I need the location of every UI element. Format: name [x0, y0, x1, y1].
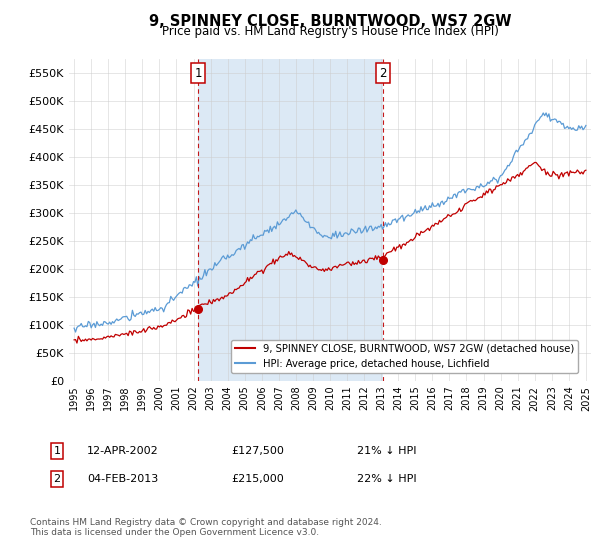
Legend: 9, SPINNEY CLOSE, BURNTWOOD, WS7 2GW (detached house), HPI: Average price, detac: 9, SPINNEY CLOSE, BURNTWOOD, WS7 2GW (de… [231, 339, 578, 372]
Text: £215,000: £215,000 [231, 474, 284, 484]
Text: 2: 2 [379, 67, 386, 80]
Text: £127,500: £127,500 [231, 446, 284, 456]
Text: 04-FEB-2013: 04-FEB-2013 [87, 474, 158, 484]
Text: 22% ↓ HPI: 22% ↓ HPI [357, 474, 416, 484]
Text: 2: 2 [53, 474, 61, 484]
Text: Contains HM Land Registry data © Crown copyright and database right 2024.
This d: Contains HM Land Registry data © Crown c… [30, 518, 382, 538]
Text: 21% ↓ HPI: 21% ↓ HPI [357, 446, 416, 456]
Text: 1: 1 [194, 67, 202, 80]
Text: 12-APR-2002: 12-APR-2002 [87, 446, 159, 456]
Text: 1: 1 [53, 446, 61, 456]
Text: Price paid vs. HM Land Registry's House Price Index (HPI): Price paid vs. HM Land Registry's House … [161, 25, 499, 38]
Text: 9, SPINNEY CLOSE, BURNTWOOD, WS7 2GW: 9, SPINNEY CLOSE, BURNTWOOD, WS7 2GW [149, 14, 511, 29]
Bar [199, 59, 383, 381]
